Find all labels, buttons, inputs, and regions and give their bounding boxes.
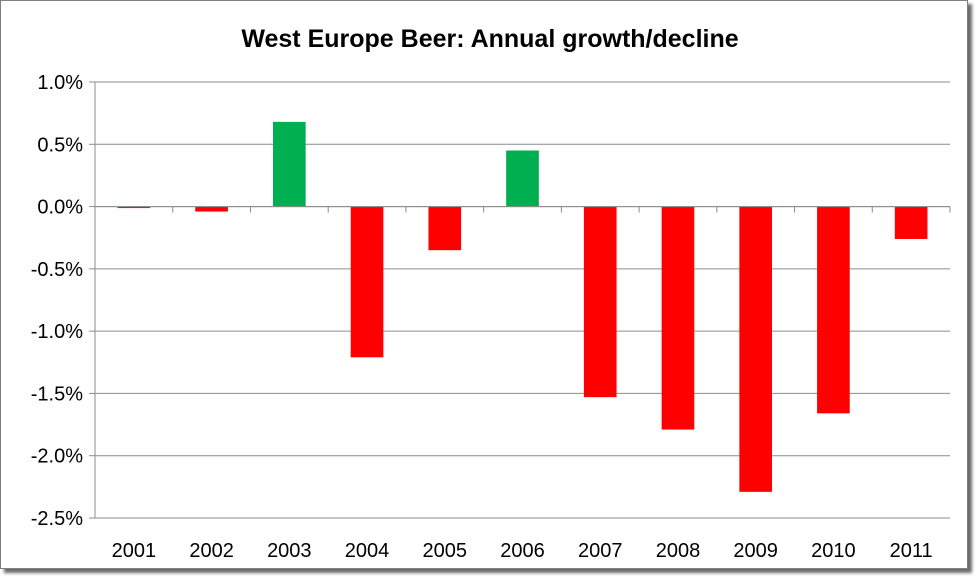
y-tick-labels: 1.0% 0.5% 0.0% -0.5% -1.0% -1.5% -2.0% -2.5%: [31, 72, 83, 530]
bars: [117, 121, 928, 492]
x-tick-label: 2010: [811, 540, 856, 562]
y-tick-label: -1.5%: [31, 383, 83, 405]
x-tick-label: 2007: [578, 540, 623, 562]
x-tick-label: 2011: [890, 540, 933, 562]
axes: [94, 82, 951, 518]
x-tick-label: 2008: [656, 540, 701, 562]
bar-2004: [350, 206, 384, 358]
x-tick-labels: 2001 2002 2003 2004 2005 2006 2007 2008 2009 2010…: [112, 540, 933, 562]
x-tick-label: 2001: [112, 540, 157, 562]
y-tick-label: 1.0%: [37, 72, 83, 94]
bar-2009: [739, 206, 773, 492]
bar-2010: [817, 206, 850, 414]
bar-2011: [894, 206, 928, 239]
x-tick-label: 2003: [267, 540, 312, 562]
bar-2005: [428, 206, 462, 251]
y-tick-label: -0.5%: [31, 259, 83, 281]
x-tick-label: 2009: [733, 540, 778, 562]
x-tick-label: 2004: [345, 540, 390, 562]
y-tick-label: -2.5%: [31, 508, 83, 530]
bar-2002: [195, 206, 228, 212]
x-tick-label: 2002: [189, 540, 234, 562]
x-tick-label: 2005: [423, 540, 468, 562]
bar-2008: [661, 206, 695, 430]
bar-2007: [583, 206, 617, 398]
bar-2001: [117, 206, 151, 209]
bar-2006: [506, 150, 539, 207]
y-tick-label: -2.0%: [31, 446, 83, 468]
x-tick-label: 2006: [500, 540, 545, 562]
chart-frame: [0, 0, 968, 569]
chart-title: West Europe Beer: Annual growth/decline: [241, 25, 738, 53]
y-tick-label: 0.0%: [37, 197, 83, 219]
y-tick-label: -1.0%: [31, 321, 83, 343]
bar-2003: [272, 121, 306, 207]
y-tick-label: 0.5%: [37, 134, 83, 156]
